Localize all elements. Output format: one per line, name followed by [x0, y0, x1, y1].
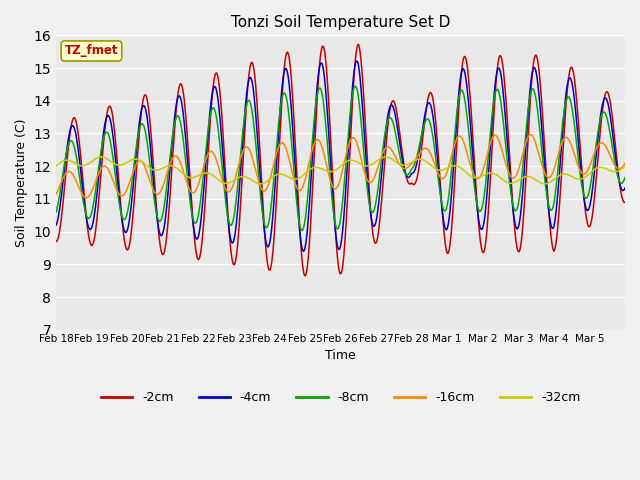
Y-axis label: Soil Temperature (C): Soil Temperature (C) — [15, 118, 28, 247]
Title: Tonzi Soil Temperature Set D: Tonzi Soil Temperature Set D — [231, 15, 451, 30]
X-axis label: Time: Time — [325, 349, 356, 362]
Legend: -2cm, -4cm, -8cm, -16cm, -32cm: -2cm, -4cm, -8cm, -16cm, -32cm — [96, 386, 586, 409]
Text: TZ_fmet: TZ_fmet — [65, 45, 118, 58]
